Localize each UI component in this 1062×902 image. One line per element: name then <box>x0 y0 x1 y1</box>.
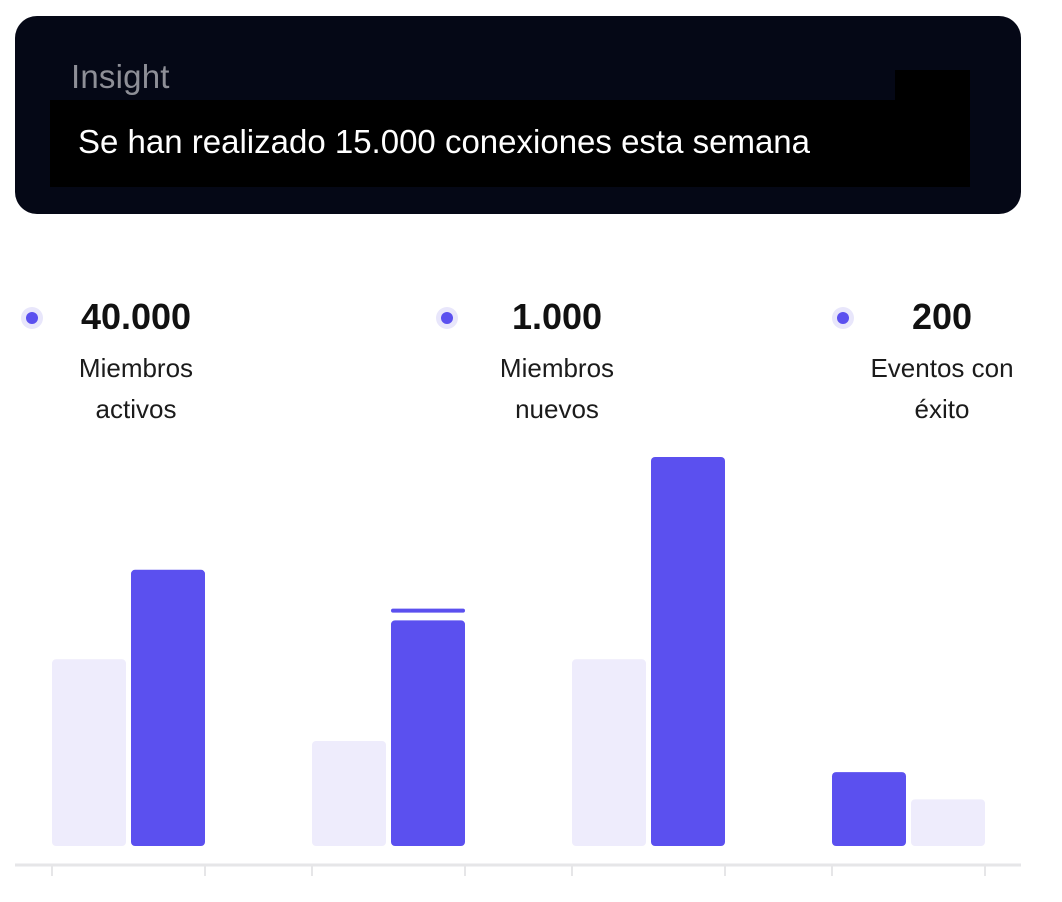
chart-bar-1-2 <box>131 569 205 846</box>
chart-bar-2-1 <box>312 740 386 846</box>
chart-bar-marker-2 <box>391 608 465 613</box>
stat-label-line2: éxito <box>914 394 970 424</box>
stat-label-line2: nuevos <box>515 394 599 424</box>
stat-label: Miembros activos <box>26 348 246 430</box>
insight-message: Se han realizado 15.000 conexiones esta … <box>78 123 811 160</box>
chart-bar-1-1 <box>52 659 126 846</box>
stat-label-line1: Eventos con <box>870 353 1014 383</box>
stat-active-members: 40.000 Miembros activos <box>26 292 246 432</box>
chart-bar-2-2 <box>391 620 465 846</box>
stat-value: 1.000 <box>511 296 603 337</box>
insight-message-box: Se han realizado 15.000 conexiones esta … <box>50 100 970 187</box>
stat-successful-events: 200 Eventos con éxito <box>837 292 1057 432</box>
stat-value: 40.000 <box>80 296 192 337</box>
stat-label: Eventos con éxito <box>832 348 1052 430</box>
insight-message-tab <box>895 70 970 102</box>
chart-bar-3-2 <box>651 457 725 846</box>
chart-bar-4-1 <box>832 772 906 846</box>
stat-bullet-icon <box>441 312 453 324</box>
stat-label-line1: Miembros <box>499 353 615 383</box>
stat-label-line1: Miembros <box>78 353 194 383</box>
stat-label: Miembros nuevos <box>447 348 667 430</box>
stat-new-members: 1.000 Miembros nuevos <box>441 292 671 432</box>
stat-value: 200 <box>911 296 973 337</box>
insight-label: Insight <box>71 58 170 95</box>
chart-bar-4-2 <box>911 799 985 846</box>
insight-card: Insight Se han realizado 15.000 conexion… <box>15 16 1021 214</box>
stat-bullet-icon <box>26 312 38 324</box>
chart-bar-3-1 <box>572 659 646 846</box>
stat-label-line2: activos <box>95 394 177 424</box>
stat-bullet-icon <box>837 312 849 324</box>
